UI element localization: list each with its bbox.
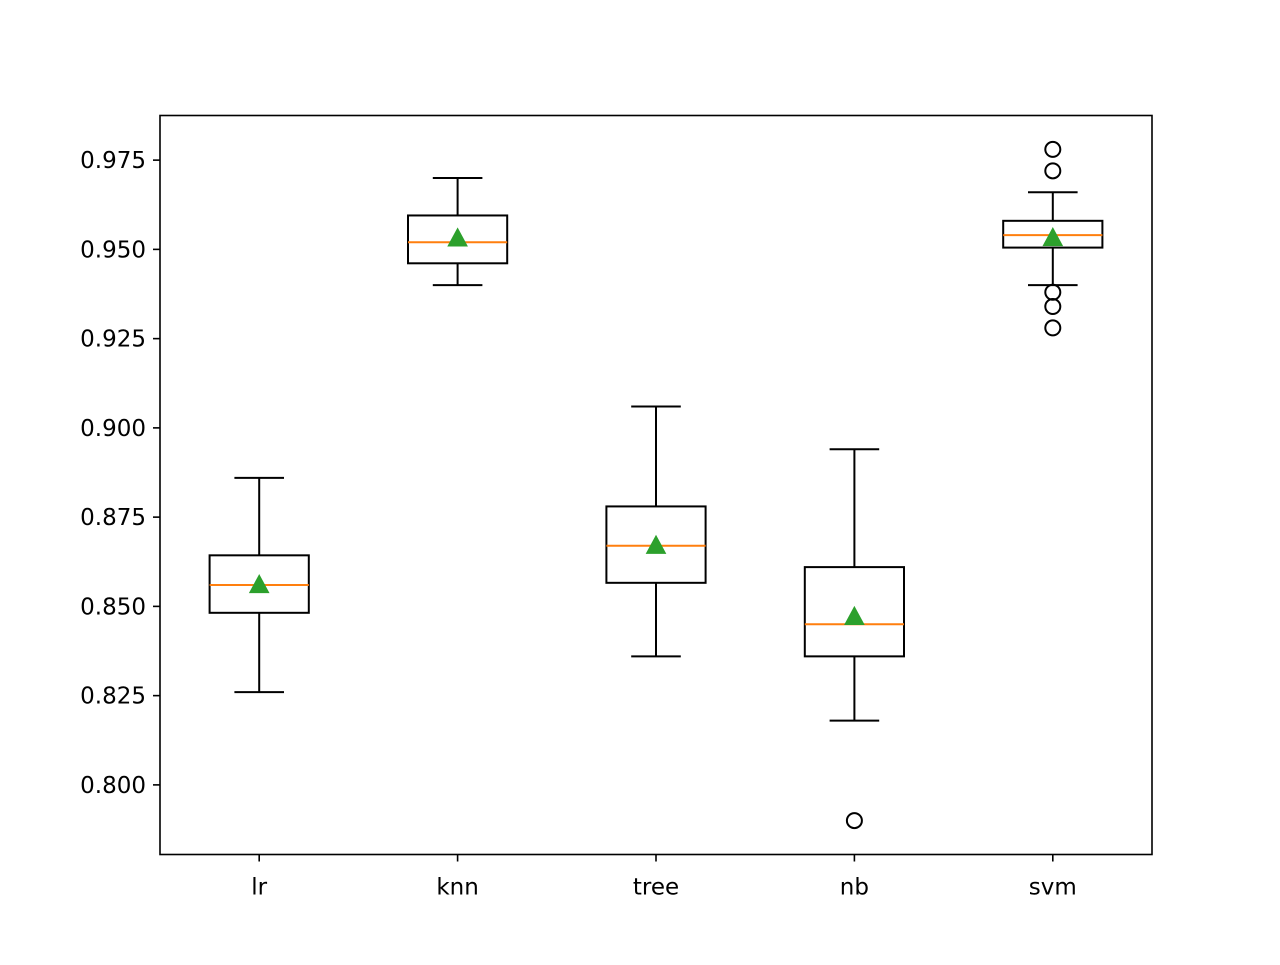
y-tick-label: 0.850 <box>80 594 146 620</box>
y-tick-label: 0.925 <box>80 327 146 353</box>
box-group-tree <box>605 405 707 658</box>
mean-marker <box>1042 227 1064 247</box>
x-axis: lr knn tree nb svm <box>251 854 1077 901</box>
mean-marker <box>248 574 270 594</box>
x-tick-label: tree <box>633 875 679 901</box>
y-tick-label: 0.825 <box>80 684 146 710</box>
box-body <box>407 214 509 265</box>
plot-frame <box>159 114 1153 856</box>
box-group-svm <box>1002 140 1104 337</box>
x-tick-label: knn <box>436 875 478 901</box>
box-group-lr <box>208 476 310 694</box>
x-tick-label: nb <box>840 875 869 901</box>
y-tick-label: 0.900 <box>80 416 146 442</box>
y-axis: 0.800 0.825 0.850 0.875 0.900 0.925 0.950 0.975 <box>80 148 160 799</box>
box-group-nb <box>803 448 905 830</box>
mean-marker <box>844 605 865 625</box>
outlier-point <box>1044 162 1062 180</box>
outlier-point <box>845 812 863 830</box>
box-series <box>208 140 1104 830</box>
y-tick-label: 0.875 <box>80 505 146 531</box>
y-tick-label: 0.975 <box>80 148 146 174</box>
outlier-point <box>1044 140 1062 158</box>
y-tick-label: 0.950 <box>80 237 146 263</box>
box-group-knn <box>407 176 509 287</box>
box-body <box>605 505 707 584</box>
y-tick-label: 0.800 <box>80 773 146 799</box>
mean-marker <box>447 227 468 247</box>
outlier-point <box>1044 319 1062 337</box>
box-body <box>803 566 905 658</box>
x-tick-label: svm <box>1029 875 1077 901</box>
outlier-point <box>1044 297 1062 315</box>
mean-marker <box>645 534 667 554</box>
x-tick-label: lr <box>251 875 267 901</box>
